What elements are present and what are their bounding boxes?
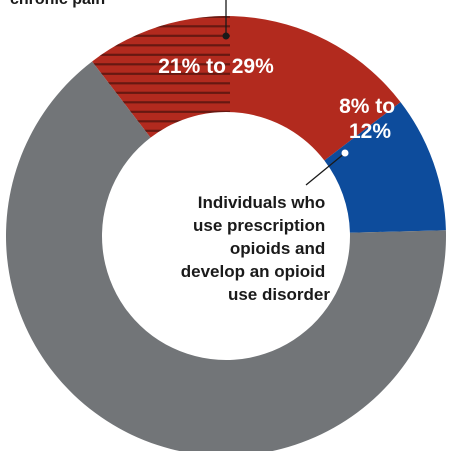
inner-callout-line-5: use disorder (228, 285, 330, 304)
donut-slice-2 (6, 61, 446, 451)
leader-dot-top (222, 32, 230, 40)
top-partial-label: chronic pain (10, 0, 105, 8)
inner-callout-line-4: develop an opioid (181, 262, 326, 281)
slice-label-blue-line-1: 8% to (339, 95, 395, 118)
leader-dot-blue (341, 149, 349, 157)
hatch-overlay (92, 16, 230, 138)
slice-label-blue: 8% to 12% (339, 95, 401, 143)
inner-callout-line-3: opioids and (230, 239, 325, 258)
donut-slice-1 (324, 102, 446, 233)
inner-callout: Individuals who use prescription opioids… (181, 193, 331, 304)
inner-callout-line-2: use prescription (193, 216, 325, 235)
leader-line-blue (305, 152, 346, 186)
slice-label-red: 21% to 29% (158, 55, 274, 78)
slice-label-blue-line-2: 12% (349, 120, 391, 143)
hatch-overlay-group (92, 16, 230, 138)
inner-callout-line-1: Individuals who (198, 193, 326, 212)
